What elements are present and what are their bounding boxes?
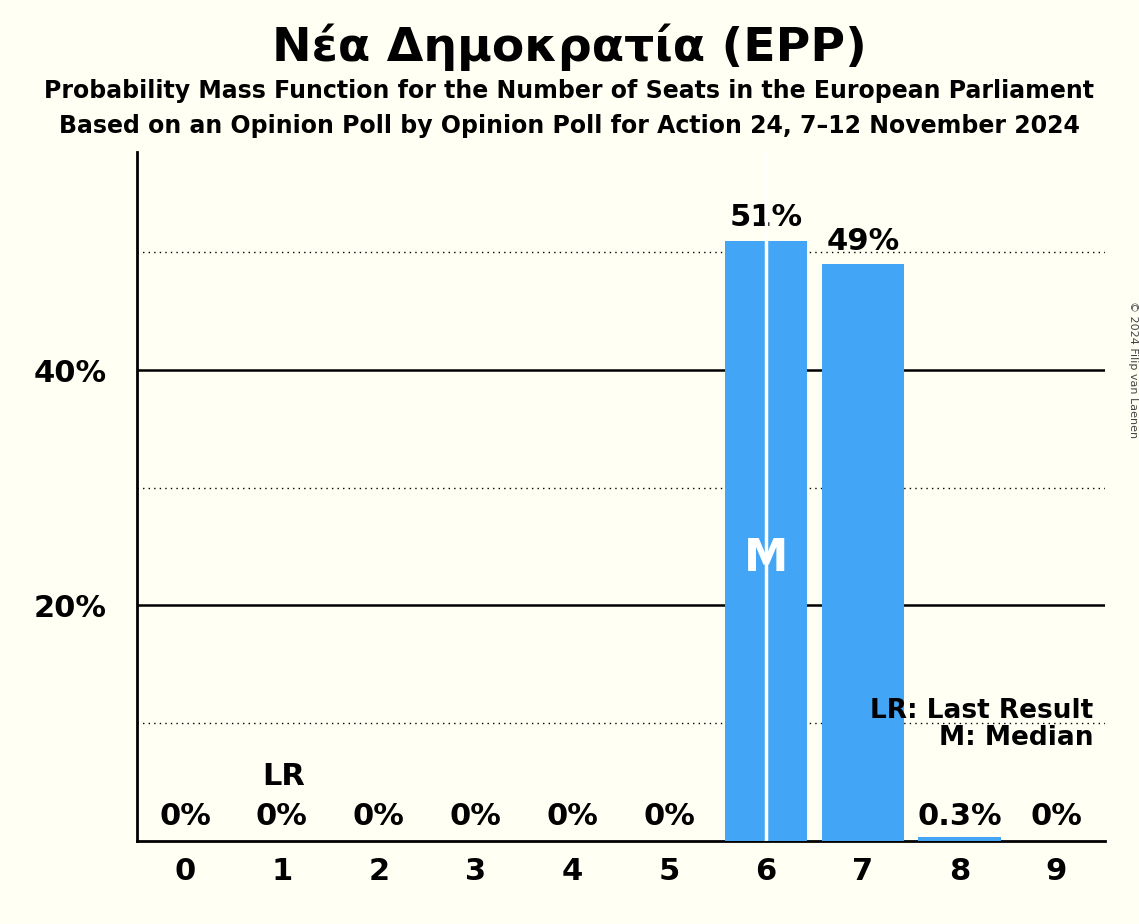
Text: LR: Last Result: LR: Last Result [870, 698, 1093, 723]
Text: LR: LR [262, 762, 305, 791]
Text: Based on an Opinion Poll by Opinion Poll for Action 24, 7–12 November 2024: Based on an Opinion Poll by Opinion Poll… [59, 114, 1080, 138]
Text: 0%: 0% [353, 802, 404, 832]
Text: Νέα Δημοκρατία (EPP): Νέα Δημοκρατία (EPP) [272, 23, 867, 70]
Text: 0%: 0% [450, 802, 501, 832]
Text: 0%: 0% [256, 802, 308, 832]
Text: 0.3%: 0.3% [917, 802, 1002, 832]
Bar [821, 264, 904, 841]
Text: Probability Mass Function for the Number of Seats in the European Parliament: Probability Mass Function for the Number… [44, 79, 1095, 103]
Text: 0%: 0% [644, 802, 695, 832]
Text: 0%: 0% [1031, 802, 1082, 832]
Text: M: M [744, 537, 788, 580]
Text: M: Median: M: Median [939, 725, 1093, 751]
Bar [918, 837, 1001, 841]
Text: 0%: 0% [547, 802, 598, 832]
Text: 0%: 0% [159, 802, 211, 832]
Text: © 2024 Filip van Laenen: © 2024 Filip van Laenen [1129, 301, 1138, 438]
Text: 51%: 51% [729, 203, 803, 233]
Text: 49%: 49% [826, 227, 900, 256]
Bar [724, 241, 808, 841]
